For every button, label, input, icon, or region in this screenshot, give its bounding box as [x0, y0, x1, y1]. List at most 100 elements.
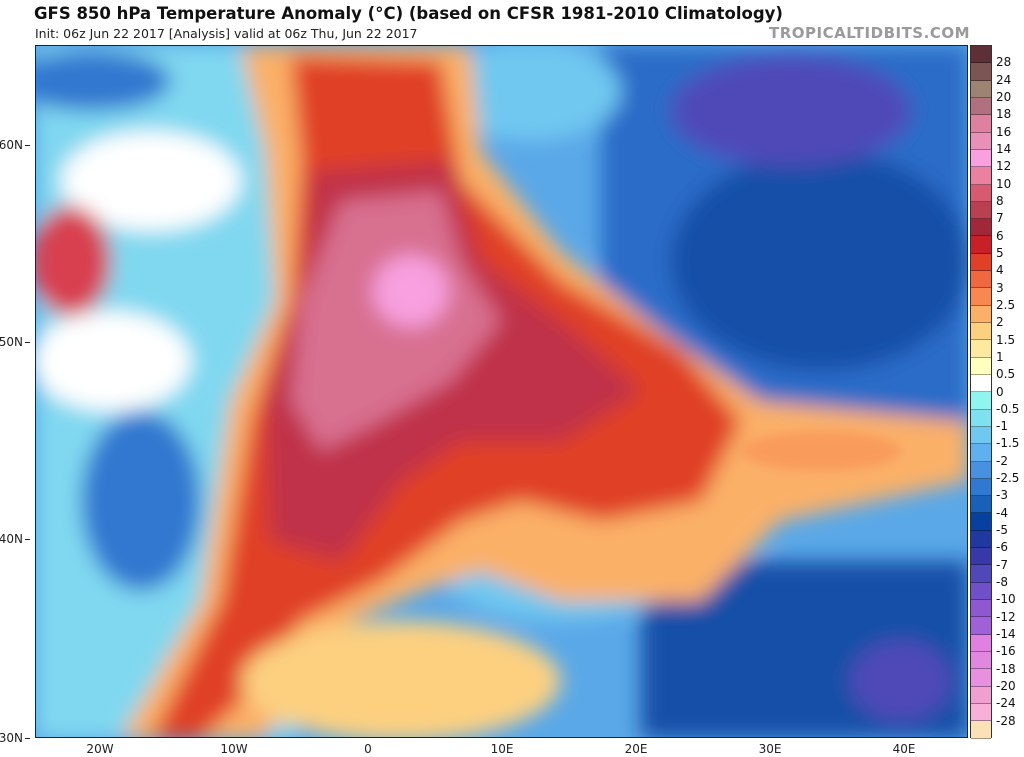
lon-label: 30E: [758, 742, 782, 756]
colorbar-swatch: [971, 323, 991, 341]
colorbar-label: 20: [996, 89, 1012, 104]
colorbar-label: -28: [996, 713, 1016, 728]
anomaly-field: [36, 46, 967, 737]
colorbar-label: 1.5: [996, 332, 1016, 347]
colorbar-label: 14: [996, 141, 1012, 156]
colorbar-label: 6: [996, 228, 1004, 243]
russia-cold: [671, 151, 967, 371]
lat-label: 60N: [0, 138, 30, 152]
colorbar-label: 3: [996, 280, 1004, 295]
colorbar-swatch: [971, 548, 991, 566]
colorbar-swatch: [971, 651, 991, 670]
colorbar-label: -2.5: [996, 471, 1020, 486]
colorbar-swatch: [971, 97, 991, 116]
colorbar-label: -24: [996, 696, 1016, 711]
africa-warm: [241, 621, 561, 737]
colorbar-label: -14: [996, 627, 1016, 642]
colorbar-label: 7: [996, 211, 1004, 226]
colorbar-label: 28: [996, 55, 1012, 70]
colorbar-swatch: [971, 530, 991, 549]
lon-label: 0: [364, 742, 372, 756]
colorbar-swatch: [971, 340, 991, 358]
colorbar-swatch: [971, 253, 991, 272]
colorbar-swatch: [971, 236, 991, 254]
atlantic-neutral: [61, 131, 241, 231]
colorbar-label: -2: [996, 453, 1008, 468]
lon-label: 10W: [220, 742, 248, 756]
colorbar-label: -8: [996, 575, 1008, 590]
lat-label: 30N: [0, 731, 30, 745]
colorbar-swatch: [971, 201, 991, 220]
colorbar-swatch: [971, 409, 991, 427]
colorbar-label: 16: [996, 124, 1012, 139]
colorbar-swatch: [971, 686, 991, 704]
colorbar-swatch: [971, 132, 991, 150]
colorbar-swatch: [971, 461, 991, 479]
colorbar-label: 5: [996, 245, 1004, 260]
colorbar-swatch: [971, 357, 991, 375]
russia-very-cold: [671, 56, 911, 166]
colorbar-label: -5: [996, 523, 1008, 538]
colorbar-swatch: [971, 115, 991, 133]
colorbar-swatch: [971, 219, 991, 237]
lon-label: 40E: [892, 742, 916, 756]
anomaly-map: [35, 45, 968, 738]
colorbar-label: -7: [996, 557, 1008, 572]
colorbar-label: 8: [996, 193, 1004, 208]
colorbar-label: 2.5: [996, 297, 1016, 312]
colorbar-swatch: [971, 288, 991, 306]
colorbar-label: 0.5: [996, 367, 1016, 382]
colorbar-swatch: [971, 600, 991, 618]
colorbar-swatch: [971, 721, 991, 739]
colorbar-swatch: [971, 374, 991, 393]
colorbar-swatch: [971, 634, 991, 652]
lat-label: 50N: [0, 335, 30, 349]
colorbar-label: -18: [996, 661, 1016, 676]
colorbar-swatch: [971, 513, 991, 531]
colorbar-label: 18: [996, 107, 1012, 122]
lat-label: 40N: [0, 532, 30, 546]
colorbar-label: 4: [996, 263, 1004, 278]
colorbar-label: -6: [996, 540, 1008, 555]
colorbar-swatch: [971, 305, 991, 323]
colorbar-swatch: [971, 496, 991, 514]
colorbar-label: 1: [996, 349, 1004, 364]
colorbar-label: -12: [996, 609, 1016, 624]
colorbar-swatch: [971, 149, 991, 168]
colorbar-swatch: [971, 478, 991, 497]
atlantic-neutral: [36, 311, 191, 411]
colorbar-label: 24: [996, 72, 1012, 87]
colorbar-swatch: [971, 271, 991, 289]
colorbar-swatch: [971, 703, 991, 722]
colorbar-swatch: [971, 617, 991, 635]
anomaly-max: [373, 255, 449, 327]
colorbar-swatch: [971, 63, 991, 81]
colorbar-swatch: [971, 582, 991, 600]
lon-label: 10E: [490, 742, 514, 756]
colorbar-label: 2: [996, 315, 1004, 330]
colorbar-swatch: [971, 184, 991, 202]
chart-title: GFS 850 hPa Temperature Anomaly (°C) (ba…: [34, 4, 783, 23]
colorbar-label: -16: [996, 644, 1016, 659]
colorbar-swatch: [971, 669, 991, 687]
colorbar-label: 10: [996, 176, 1012, 191]
colorbar-swatch: [971, 80, 991, 98]
colorbar-swatch: [971, 426, 991, 445]
colorbar-label: 12: [996, 159, 1012, 174]
lon-label: 20E: [624, 742, 648, 756]
colorbar-swatch: [971, 565, 991, 583]
init-valid-time: Init: 06z Jun 22 2017 [Analysis] valid a…: [35, 26, 418, 41]
colorbar-label: -1.5: [996, 436, 1020, 451]
watermark: TROPICALTIDBITS.COM: [769, 24, 970, 42]
colorbar: [970, 45, 992, 739]
colorbar-label: -10: [996, 592, 1016, 607]
colorbar-label: -20: [996, 679, 1016, 694]
colorbar-label: -0.5: [996, 401, 1020, 416]
colorbar-swatch: [971, 46, 991, 64]
colorbar-swatch: [971, 167, 991, 185]
atlantic-cold: [36, 51, 171, 111]
colorbar-label: -4: [996, 505, 1008, 520]
middle-east-very-cold: [851, 641, 951, 721]
atlantic-cold: [81, 411, 201, 591]
colorbar-swatch: [971, 392, 991, 410]
